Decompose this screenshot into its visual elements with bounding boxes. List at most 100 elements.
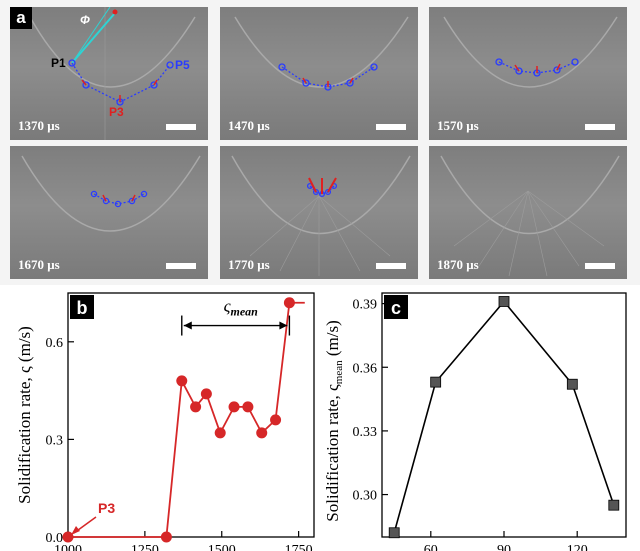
interface-point — [553, 66, 561, 74]
bracket-arrow-left — [183, 321, 192, 330]
scale-bar — [376, 263, 406, 269]
x-tick-label: 1500 — [208, 543, 236, 551]
dendrite-rays — [249, 195, 391, 276]
data-point — [200, 388, 212, 400]
y-tick-label: 0.3 — [46, 433, 64, 448]
panel-letter-c: c — [391, 298, 401, 318]
frame-time: 1870 μs — [437, 257, 479, 272]
dendrite-ray — [249, 195, 320, 257]
y-axis-label: Solidification rate, ς (m/s) — [15, 326, 34, 504]
dendrite-ray — [508, 190, 529, 277]
y-axis-label-main: Solidification rate, ς — [323, 384, 342, 522]
data-point — [388, 527, 400, 539]
panel-letter-box — [70, 295, 94, 319]
interface-point — [312, 188, 320, 196]
dendrite-ray — [527, 190, 580, 267]
y-axis-label-sub: mean — [333, 360, 345, 384]
xray-frame-4: 1670 μs — [10, 146, 208, 279]
y-axis-label-unit: (m/s) — [323, 320, 342, 356]
interface-point — [346, 79, 354, 87]
scale-bar — [585, 263, 615, 269]
panel-letter-b: b — [77, 298, 88, 318]
x-tick-label: 1250 — [131, 543, 159, 551]
xray-frame-3: 1570 μs — [429, 7, 627, 140]
dendrite-ray — [318, 195, 361, 272]
xray-frame-1: 1370 μs — [10, 7, 208, 140]
dendrite-ray — [453, 190, 529, 247]
frame-time: 1370 μs — [18, 118, 60, 133]
velocity-arrows — [302, 77, 354, 87]
mean-annotation-symbol: ς — [224, 297, 231, 316]
interface-points — [495, 58, 579, 77]
p3-label: P3 — [98, 500, 115, 516]
velocity-arrows — [514, 63, 561, 73]
velocity-arrow — [349, 77, 354, 84]
y-tick-label: 0.39 — [353, 298, 378, 313]
melt-pool-boundary — [29, 16, 196, 88]
data-point — [608, 499, 620, 511]
dendrite-ray — [478, 190, 529, 267]
scale-bar — [376, 124, 406, 130]
mean-annotation-sub: mean — [230, 305, 258, 319]
angle-line — [71, 12, 116, 64]
data-point — [242, 401, 254, 413]
y-tick-label: 0.33 — [353, 425, 378, 440]
velocity-arrows — [102, 194, 136, 202]
melt-pool-boundary — [231, 155, 411, 235]
frame-5-drawing — [231, 155, 411, 276]
series-line — [68, 301, 305, 538]
interface-point — [68, 59, 76, 67]
velocity-arrow — [327, 177, 337, 193]
interface-point — [166, 61, 174, 69]
y-tick-label: 0.6 — [46, 336, 64, 351]
data-point — [498, 296, 510, 307]
angle-ref-line — [71, 7, 111, 64]
y-axis-label-unit: (m/s) — [15, 326, 34, 362]
interface-point — [495, 58, 503, 66]
velocity-arrow — [102, 194, 107, 202]
x-tick-label: 60 — [424, 543, 438, 551]
series-line — [393, 300, 615, 533]
interface-point — [278, 63, 286, 71]
panel-letter-a: a — [10, 7, 32, 29]
interface-point — [324, 188, 332, 196]
data-point — [228, 401, 240, 413]
dendrite-ray — [318, 195, 391, 257]
dendrite-ray — [527, 190, 605, 247]
xray-frame-2: 1470 μs — [220, 7, 418, 140]
bracket-arrow-right — [279, 321, 288, 330]
interface-point — [128, 197, 136, 205]
frame-time: 1570 μs — [437, 118, 479, 133]
xray-frame-5: 1770 μs — [220, 146, 418, 279]
y-axis-label: Solidification rate, ςmean (m/s) — [323, 320, 345, 521]
data-point — [430, 376, 442, 388]
xray-frame-6: 1870 μs — [429, 146, 627, 279]
angle-label: Φ — [80, 13, 90, 27]
scale-bar — [166, 124, 196, 130]
interface-point — [140, 190, 148, 198]
dendrite-ray — [279, 195, 320, 272]
frame-1-drawing — [29, 7, 196, 140]
data-point — [256, 427, 268, 439]
scale-bar — [585, 124, 615, 130]
interface-point — [302, 79, 310, 87]
x-tick-label: 1750 — [285, 543, 313, 551]
point-label-p1: P1 — [51, 56, 66, 70]
point-label-p5: P5 — [175, 58, 190, 72]
mean-annotation: ςmean — [224, 297, 259, 319]
velocity-arrow — [131, 194, 136, 202]
dendrite-ray — [527, 190, 548, 277]
interface-point — [102, 197, 110, 205]
frame-6-drawing — [440, 155, 620, 277]
frame-2-drawing — [234, 16, 409, 91]
velocity-arrow — [81, 79, 87, 86]
velocity-arrow — [556, 63, 561, 71]
interface-points — [90, 190, 148, 208]
velocity-arrows — [308, 177, 337, 194]
x-tick-label: 1000 — [54, 543, 82, 551]
chart-c: 0.30 0.33 0.36 0.39 60 90 120 Solidification ra… — [323, 292, 627, 551]
melt-pool-boundary — [234, 16, 409, 88]
data-point — [62, 531, 74, 543]
interface-point — [370, 63, 378, 71]
interface-point — [571, 58, 579, 66]
